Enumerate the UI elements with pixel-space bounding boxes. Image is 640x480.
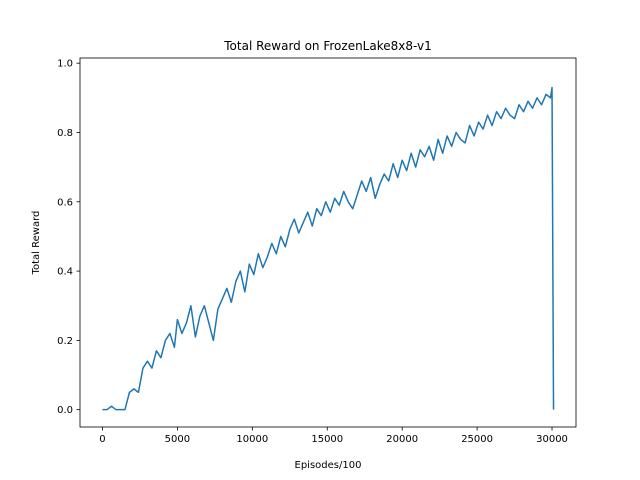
y-tick-label: 0.6	[57, 197, 73, 208]
x-axis: 0 5000 10000 15000 20000 25000 30000	[99, 427, 568, 445]
x-axis-title: Episodes/100	[295, 460, 362, 471]
x-tick-label: 20000	[386, 434, 418, 445]
chart-title: Total Reward on FrozenLake8x8-v1	[223, 39, 432, 53]
y-axis-title: Total Reward	[31, 211, 42, 276]
x-tick-label: 5000	[165, 434, 190, 445]
y-tick-label: 1.0	[57, 59, 73, 70]
x-tick-label: 30000	[536, 434, 568, 445]
x-tick-label: 25000	[461, 434, 493, 445]
x-tick-label: 10000	[236, 434, 268, 445]
y-tick-label: 0.0	[57, 405, 73, 416]
plot-area	[79, 57, 577, 428]
x-tick-label: 15000	[311, 434, 343, 445]
x-tick-label: 0	[99, 434, 105, 445]
y-tick-label: 0.2	[57, 336, 73, 347]
y-tick-label: 0.4	[57, 267, 73, 278]
y-axis: 0.0 0.2 0.4 0.6 0.8 1.0	[57, 59, 80, 416]
reward-series-line	[102, 86, 555, 411]
y-tick-label: 0.8	[57, 128, 73, 139]
